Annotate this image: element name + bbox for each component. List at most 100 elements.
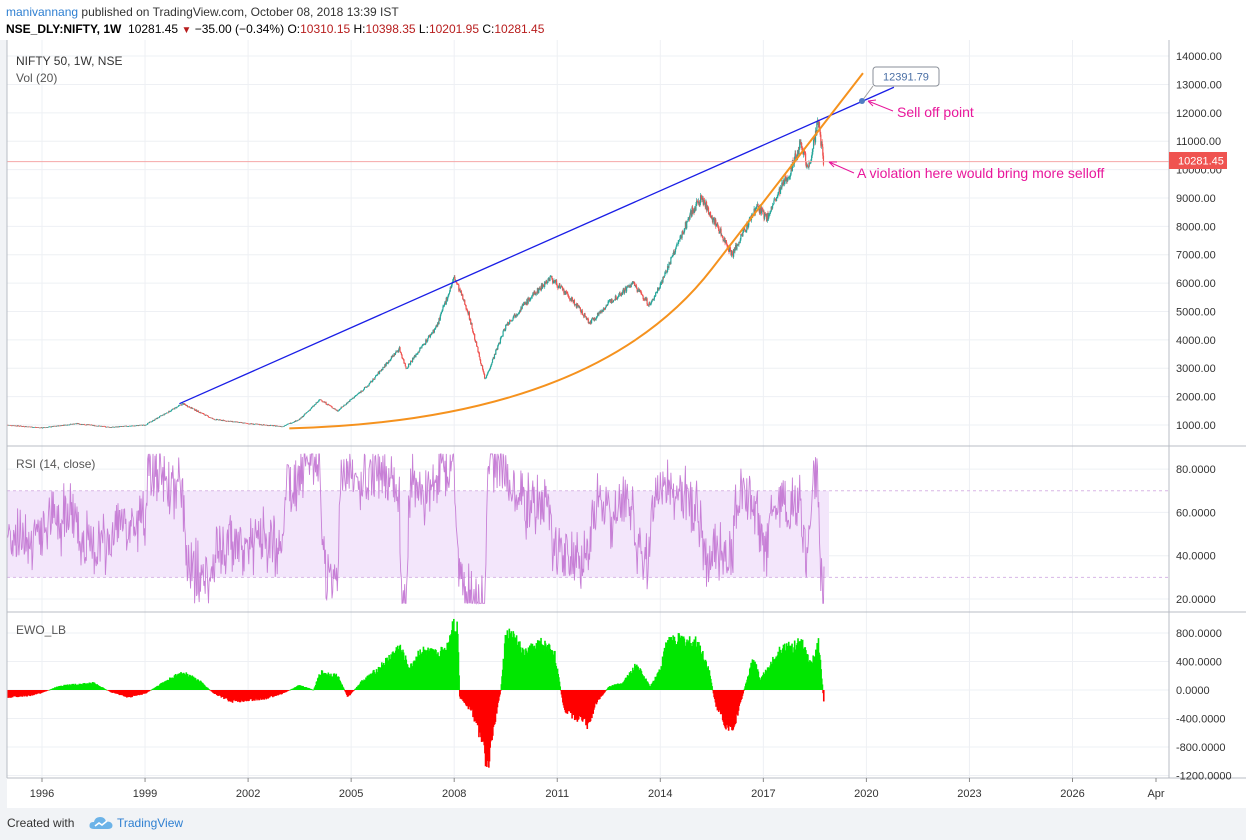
candle-body bbox=[150, 421, 152, 423]
candle-body bbox=[109, 427, 111, 428]
candle-body bbox=[304, 413, 306, 415]
candle-body bbox=[371, 380, 373, 383]
time-axis[interactable] bbox=[7, 778, 1246, 808]
candle-body bbox=[203, 413, 205, 415]
candle-body bbox=[317, 401, 319, 403]
high-value: 10398.35 bbox=[365, 22, 416, 36]
candle-body bbox=[435, 324, 437, 328]
candle-body bbox=[296, 420, 298, 422]
candle-body bbox=[58, 425, 60, 427]
candle-body bbox=[115, 426, 117, 428]
candle-body bbox=[418, 350, 420, 353]
candle-body bbox=[388, 360, 391, 362]
candle-body bbox=[270, 425, 272, 426]
candle-body bbox=[585, 316, 587, 318]
candle-body bbox=[437, 322, 439, 324]
candle-body bbox=[193, 408, 195, 410]
candle-body bbox=[311, 406, 313, 408]
candle-body bbox=[303, 414, 305, 416]
candle-body bbox=[368, 384, 370, 387]
candle-body bbox=[374, 375, 377, 378]
candle-body bbox=[135, 425, 138, 427]
candle-body bbox=[180, 404, 182, 406]
candle-body bbox=[735, 245, 737, 249]
candle-body bbox=[51, 426, 54, 427]
candle-body bbox=[216, 419, 218, 420]
author-link[interactable]: manivannang bbox=[6, 5, 79, 19]
candle-body bbox=[488, 370, 490, 372]
candle-body bbox=[624, 287, 626, 291]
candle-body bbox=[638, 289, 640, 293]
candle-body bbox=[65, 424, 67, 426]
candle-body bbox=[628, 285, 630, 287]
candle-body bbox=[101, 426, 103, 427]
candle-body bbox=[200, 412, 202, 414]
candle-body bbox=[513, 315, 515, 319]
candle-body bbox=[656, 291, 658, 293]
candle-body bbox=[69, 424, 71, 426]
candle-body bbox=[676, 244, 678, 247]
candle-body bbox=[133, 425, 135, 427]
candle-body bbox=[374, 377, 376, 380]
candle-body bbox=[286, 424, 288, 425]
candle-body bbox=[687, 219, 689, 222]
candle-body bbox=[767, 213, 769, 220]
grid bbox=[7, 40, 1169, 778]
candle-body bbox=[323, 401, 325, 403]
candle-body bbox=[535, 292, 537, 295]
candle-body bbox=[398, 349, 400, 352]
chart-canvas[interactable]: 12391.79 Sell off point A violation here… bbox=[0, 40, 1246, 808]
candle-body bbox=[215, 419, 217, 421]
candle-body bbox=[735, 245, 737, 250]
candle-body bbox=[179, 404, 181, 406]
candle-body bbox=[363, 389, 365, 391]
candle-body bbox=[783, 181, 786, 184]
price-callout[interactable]: 12391.79 bbox=[859, 66, 940, 104]
candle-body bbox=[785, 177, 788, 182]
candle-body bbox=[605, 305, 607, 308]
candle-body bbox=[132, 425, 134, 427]
candle-body bbox=[88, 424, 90, 426]
candle-body bbox=[516, 314, 518, 316]
candle-body bbox=[431, 332, 434, 334]
candle-body bbox=[616, 299, 618, 300]
candle-body bbox=[482, 369, 484, 372]
candle-body bbox=[240, 422, 242, 423]
candle-body bbox=[688, 217, 690, 219]
candle-body bbox=[54, 425, 56, 427]
candle-body bbox=[475, 341, 477, 343]
candle-body bbox=[100, 426, 103, 427]
candle-body bbox=[618, 292, 620, 296]
candle-body bbox=[357, 393, 360, 395]
candle-body bbox=[336, 410, 338, 412]
candle-body bbox=[406, 368, 408, 369]
candle-body bbox=[583, 315, 585, 317]
candle-body bbox=[426, 340, 428, 342]
candle-body bbox=[686, 221, 688, 229]
candle-body bbox=[362, 390, 364, 392]
candle-body bbox=[408, 363, 410, 365]
candle-body bbox=[251, 423, 253, 425]
candle-body bbox=[491, 362, 493, 365]
candle-body bbox=[141, 424, 143, 426]
candle-body bbox=[129, 425, 132, 427]
candle-body bbox=[766, 213, 768, 222]
tradingview-link[interactable]: TradingView bbox=[117, 816, 184, 830]
candle-body bbox=[70, 423, 72, 425]
candle-body bbox=[347, 401, 350, 403]
candle-body bbox=[403, 359, 405, 364]
candle-body bbox=[106, 426, 108, 428]
parabolic-curve[interactable] bbox=[289, 72, 864, 430]
trendline[interactable] bbox=[179, 86, 895, 405]
candle-body bbox=[810, 155, 813, 161]
candle-body bbox=[773, 200, 775, 204]
candle-body bbox=[320, 399, 322, 401]
candle-body bbox=[456, 282, 458, 284]
candle-body bbox=[380, 369, 383, 371]
candle-body bbox=[592, 318, 594, 319]
candle-body bbox=[244, 422, 247, 424]
x-tick-label: 2002 bbox=[236, 788, 260, 800]
candle-body bbox=[552, 282, 554, 283]
candle-body bbox=[800, 142, 802, 145]
candle-body bbox=[531, 295, 533, 298]
